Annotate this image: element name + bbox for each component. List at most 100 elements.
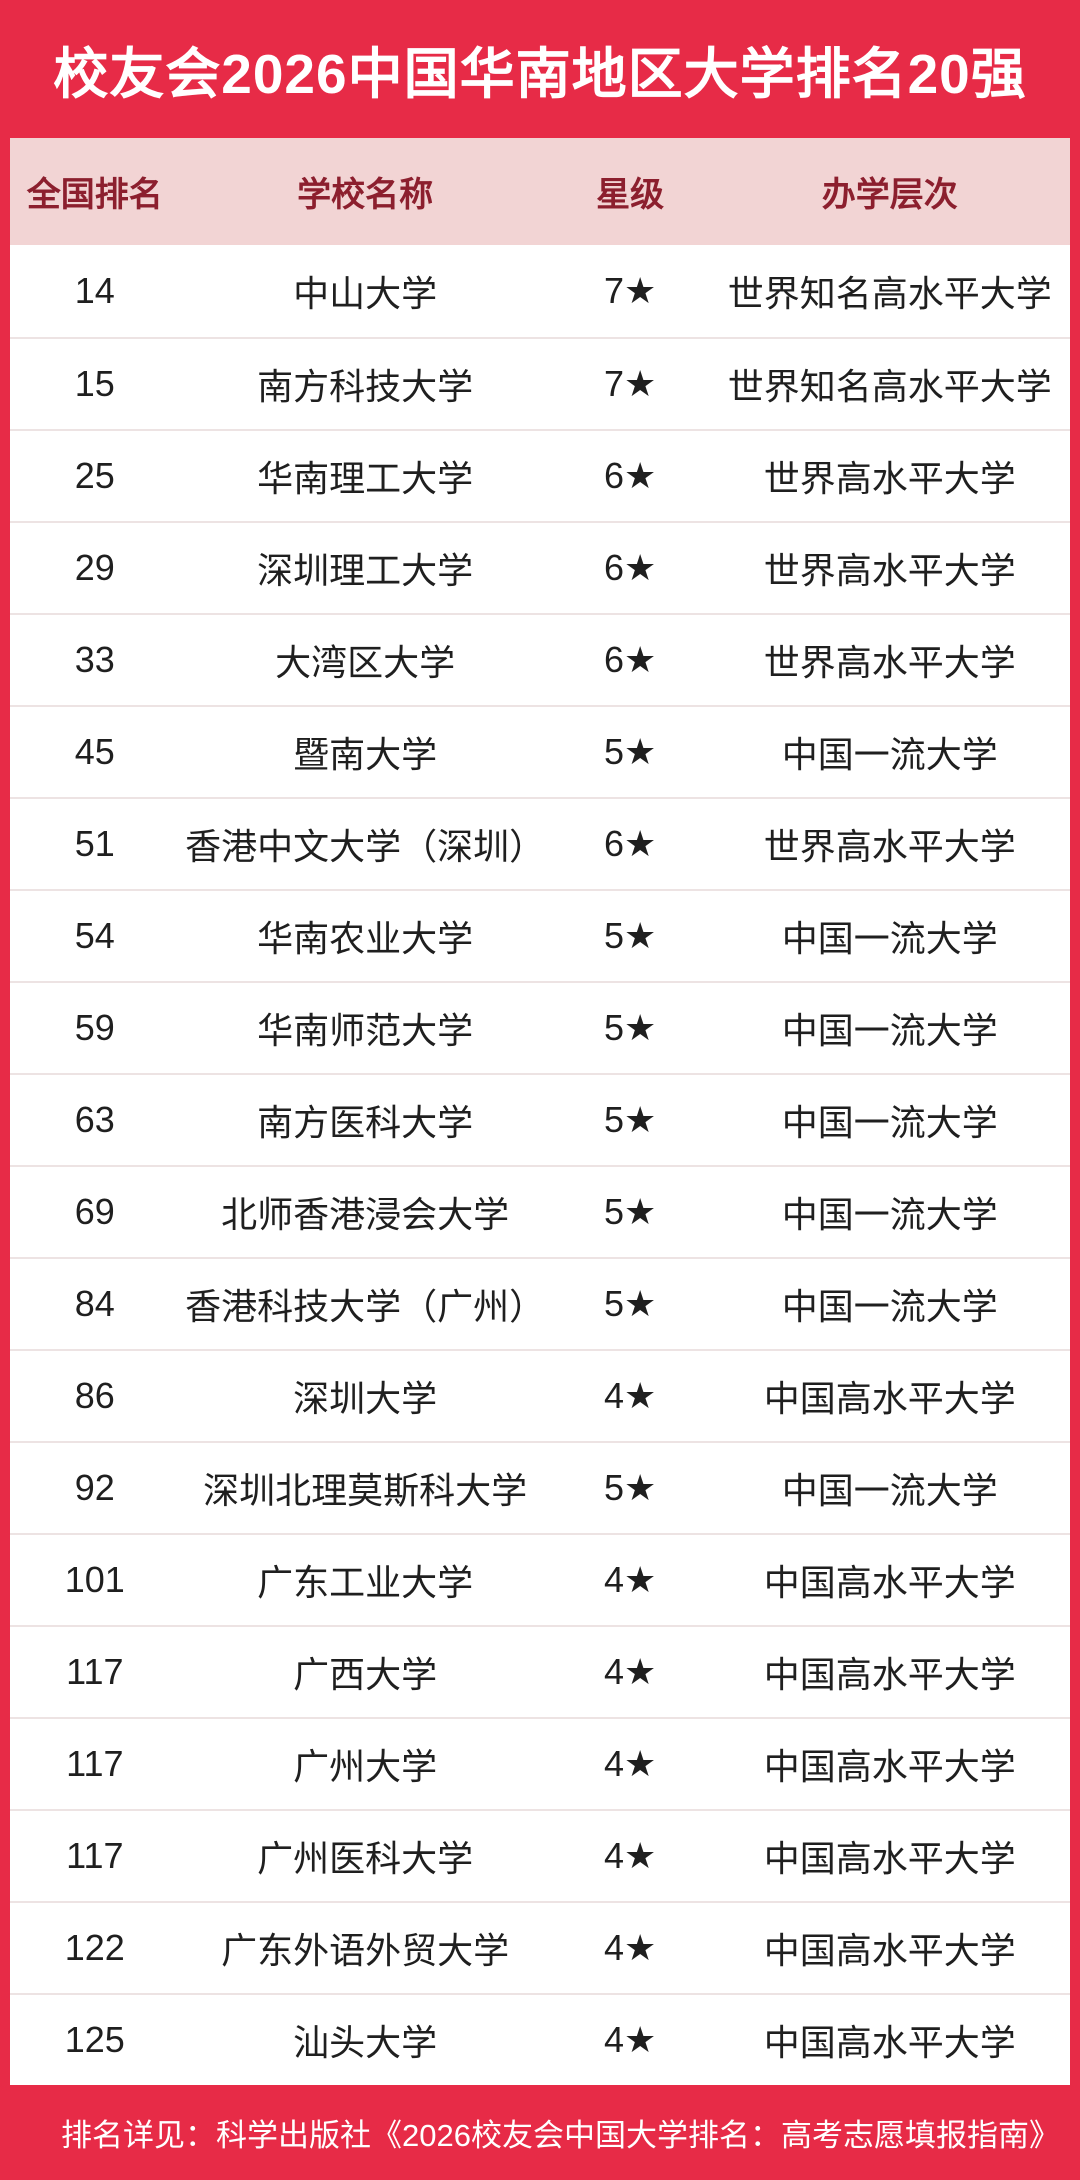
- national-rank-cell: 59: [74, 1007, 115, 1048]
- education-tier-cell: 中国一流大学: [781, 918, 998, 959]
- school-name-cell: 暨南大学: [293, 734, 438, 775]
- table-row: 101 广东工业大学 4★ 中国高水平大学: [10, 1533, 1070, 1625]
- table-row: 117 广州医科大学 4★ 中国高水平大学: [10, 1809, 1070, 1901]
- school-name-cell: 南方科技大学: [257, 366, 474, 407]
- national-rank-cell: 122: [64, 1927, 125, 1968]
- column-header-school-name: 学校名称: [297, 176, 434, 214]
- national-rank-cell: 54: [74, 915, 115, 956]
- national-rank-cell: 45: [74, 731, 115, 772]
- star-rating-cell: 4★: [603, 1559, 657, 1600]
- star-rating-cell: 5★: [603, 1467, 657, 1508]
- table-row: 29 深圳理工大学 6★ 世界高水平大学: [10, 521, 1070, 613]
- table-row: 125 汕头大学 4★ 中国高水平大学: [10, 1993, 1070, 2085]
- school-name-cell: 南方医科大学: [257, 1102, 474, 1143]
- national-rank-cell: 29: [74, 547, 115, 588]
- school-name-cell: 华南农业大学: [257, 918, 474, 959]
- school-name-cell: 大湾区大学: [275, 642, 456, 683]
- education-tier-cell: 中国高水平大学: [763, 1930, 1016, 1971]
- star-rating-cell: 7★: [603, 270, 657, 311]
- national-rank-cell: 33: [74, 639, 115, 680]
- education-tier-cell: 世界高水平大学: [763, 550, 1016, 591]
- education-tier-cell: 中国一流大学: [781, 1010, 998, 1051]
- national-rank-cell: 101: [64, 1559, 125, 1600]
- education-tier-cell: 世界高水平大学: [763, 826, 1016, 867]
- school-name-cell: 深圳大学: [293, 1378, 438, 1419]
- school-name-cell: 广州大学: [293, 1746, 438, 1787]
- education-tier-cell: 中国一流大学: [781, 734, 998, 775]
- national-rank-cell: 86: [74, 1375, 115, 1416]
- education-tier-cell: 中国高水平大学: [763, 1378, 1016, 1419]
- school-name-cell: 香港科技大学（广州）: [185, 1286, 546, 1327]
- table-row: 92 深圳北理莫斯科大学 5★ 中国一流大学: [10, 1441, 1070, 1533]
- column-header-star-rating: 星级: [596, 176, 665, 214]
- national-rank-cell: 84: [74, 1283, 115, 1324]
- star-rating-cell: 5★: [603, 1007, 657, 1048]
- school-name-cell: 广东外语外贸大学: [221, 1930, 510, 1971]
- table-row: 122 广东外语外贸大学 4★ 中国高水平大学: [10, 1901, 1070, 1993]
- school-name-cell: 华南理工大学: [257, 458, 474, 499]
- table-row: 33 大湾区大学 6★ 世界高水平大学: [10, 613, 1070, 705]
- table-row: 84 香港科技大学（广州） 5★ 中国一流大学: [10, 1257, 1070, 1349]
- national-rank-cell: 15: [74, 363, 115, 404]
- table-row: 14 中山大学 7★ 世界知名高水平大学: [10, 245, 1070, 337]
- school-name-cell: 汕头大学: [293, 2022, 438, 2063]
- star-rating-cell: 4★: [603, 2019, 657, 2060]
- star-rating-cell: 7★: [603, 363, 657, 404]
- star-rating-cell: 4★: [603, 1743, 657, 1784]
- footer-note-bar: 排名详见：科学出版社《2026校友会中国大学排名：高考志愿填报指南》: [0, 2085, 1080, 2180]
- star-rating-cell: 4★: [603, 1651, 657, 1692]
- school-name-cell: 深圳理工大学: [257, 550, 474, 591]
- star-rating-cell: 4★: [603, 1927, 657, 1968]
- education-tier-cell: 世界高水平大学: [763, 642, 1016, 683]
- star-rating-cell: 6★: [603, 639, 657, 680]
- table-row: 86 深圳大学 4★ 中国高水平大学: [10, 1349, 1070, 1441]
- ranking-table: 全国排名 学校名称 星级 办学层次 14 中山大学 7★ 世界知名高水平大学 1…: [0, 138, 1080, 2085]
- table-row: 54 华南农业大学 5★ 中国一流大学: [10, 889, 1070, 981]
- star-rating-cell: 4★: [603, 1835, 657, 1876]
- star-rating-cell: 5★: [603, 1191, 657, 1232]
- star-rating-cell: 4★: [603, 1375, 657, 1416]
- national-rank-cell: 25: [74, 455, 115, 496]
- education-tier-cell: 中国一流大学: [781, 1286, 998, 1327]
- table-row: 15 南方科技大学 7★ 世界知名高水平大学: [10, 337, 1070, 429]
- school-name-cell: 广东工业大学: [257, 1562, 474, 1603]
- table-row: 69 北师香港浸会大学 5★ 中国一流大学: [10, 1165, 1070, 1257]
- table-row: 117 广州大学 4★ 中国高水平大学: [10, 1717, 1070, 1809]
- star-rating-cell: 5★: [603, 1283, 657, 1324]
- column-header-education-tier: 办学层次: [821, 176, 958, 214]
- education-tier-cell: 中国一流大学: [781, 1470, 998, 1511]
- table-header-row: 全国排名 学校名称 星级 办学层次: [10, 138, 1070, 245]
- table-row: 25 华南理工大学 6★ 世界高水平大学: [10, 429, 1070, 521]
- school-name-cell: 深圳北理莫斯科大学: [203, 1470, 528, 1511]
- table-row: 45 暨南大学 5★ 中国一流大学: [10, 705, 1070, 797]
- school-name-cell: 中山大学: [293, 273, 438, 314]
- star-rating-cell: 6★: [603, 823, 657, 864]
- table-body: 14 中山大学 7★ 世界知名高水平大学 15 南方科技大学 7★ 世界知名高水…: [10, 245, 1070, 2085]
- education-tier-cell: 中国高水平大学: [763, 1562, 1016, 1603]
- national-rank-cell: 63: [74, 1099, 115, 1140]
- table-row: 117 广西大学 4★ 中国高水平大学: [10, 1625, 1070, 1717]
- education-tier-cell: 世界高水平大学: [763, 458, 1016, 499]
- star-rating-cell: 6★: [603, 455, 657, 496]
- education-tier-cell: 中国高水平大学: [763, 1746, 1016, 1787]
- star-rating-cell: 5★: [603, 731, 657, 772]
- national-rank-cell: 14: [74, 270, 115, 311]
- national-rank-cell: 117: [66, 1651, 124, 1692]
- star-rating-cell: 6★: [603, 547, 657, 588]
- national-rank-cell: 117: [66, 1835, 124, 1876]
- education-tier-cell: 中国一流大学: [781, 1102, 998, 1143]
- national-rank-cell: 51: [74, 823, 115, 864]
- title-banner: 校友会2026中国华南地区大学排名20强: [0, 0, 1080, 138]
- education-tier-cell: 中国高水平大学: [763, 1654, 1016, 1695]
- school-name-cell: 香港中文大学（深圳）: [185, 826, 546, 867]
- national-rank-cell: 92: [74, 1467, 115, 1508]
- national-rank-cell: 125: [64, 2019, 125, 2060]
- footer-note: 排名详见：科学出版社《2026校友会中国大学排名：高考志愿填报指南》: [61, 2118, 1060, 2153]
- school-name-cell: 北师香港浸会大学: [221, 1194, 510, 1235]
- school-name-cell: 广州医科大学: [257, 1838, 474, 1879]
- star-rating-cell: 5★: [603, 1099, 657, 1140]
- education-tier-cell: 世界知名高水平大学: [727, 273, 1052, 314]
- table-row: 63 南方医科大学 5★ 中国一流大学: [10, 1073, 1070, 1165]
- national-rank-cell: 69: [74, 1191, 115, 1232]
